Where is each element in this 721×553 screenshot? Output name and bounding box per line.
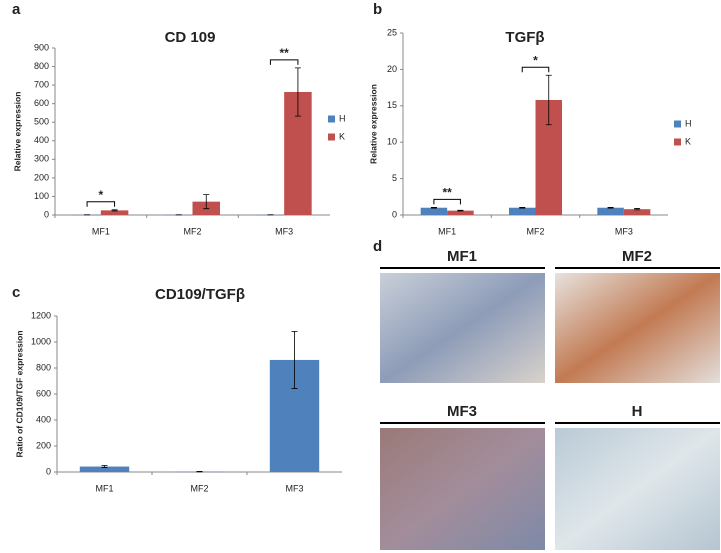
image-label: H	[632, 403, 643, 420]
x-tick-label: MF2	[527, 226, 545, 236]
significance-label: **	[442, 186, 452, 200]
legend-label: K	[339, 131, 345, 141]
significance-label: **	[279, 46, 289, 60]
panel-letter: a	[12, 1, 21, 18]
image-label: MF2	[622, 248, 652, 265]
y-tick-label: 1000	[31, 336, 51, 346]
y-tick-label: 200	[36, 440, 51, 450]
y-axis-label: Relative expression	[368, 84, 378, 164]
legend-swatch	[328, 115, 335, 123]
significance-bracket	[433, 198, 461, 205]
x-tick-label: MF3	[286, 483, 304, 493]
bar	[509, 207, 536, 215]
x-tick-label: MF1	[438, 226, 456, 236]
y-tick-label: 800	[34, 61, 49, 71]
legend-label: K	[685, 136, 691, 146]
chart-title: TGFβ	[505, 29, 544, 46]
bar	[79, 466, 130, 472]
y-tick-label: 0	[44, 209, 49, 219]
error-bar	[519, 206, 526, 209]
micrograph	[380, 273, 545, 383]
x-tick-label: MF1	[96, 483, 114, 493]
y-tick-label: 20	[387, 64, 397, 74]
y-tick-label: 100	[34, 191, 49, 201]
error-bar	[634, 208, 641, 211]
significance-bracket	[521, 66, 550, 73]
y-axis-label: Relative expression	[12, 92, 22, 172]
legend-swatch	[674, 138, 681, 146]
bar	[420, 207, 448, 215]
y-tick-label: 700	[34, 79, 49, 89]
error-bar	[196, 470, 203, 473]
image-panel: d MF1 MF2 MF3 H	[373, 238, 720, 550]
significance-bracket	[269, 59, 299, 65]
y-tick-label: 400	[36, 414, 51, 424]
bar	[100, 210, 129, 215]
panel-letter: b	[373, 1, 382, 18]
error-bar	[101, 465, 108, 468]
y-tick-label: 25	[387, 27, 397, 37]
significance-bracket	[86, 201, 116, 207]
chart-title: CD109/TGFβ	[155, 286, 245, 303]
bar	[623, 209, 651, 215]
y-tick-label: 1200	[31, 310, 51, 320]
image-label: MF1	[447, 248, 477, 265]
y-tick-label: 500	[34, 117, 49, 127]
y-tick-label: 0	[392, 209, 397, 219]
error-bar	[607, 206, 614, 209]
significance-label: *	[533, 53, 538, 67]
error-bar	[111, 209, 118, 212]
y-tick-label: 0	[46, 466, 51, 476]
error-bar	[294, 67, 301, 117]
bar	[597, 207, 624, 215]
y-tick-label: 800	[36, 362, 51, 372]
legend-swatch	[674, 120, 681, 128]
y-tick-label: 400	[34, 135, 49, 145]
significance-label: *	[98, 188, 103, 202]
y-tick-label: 600	[36, 388, 51, 398]
bar	[447, 210, 474, 215]
micrograph	[555, 428, 720, 550]
legend-label: H	[685, 118, 692, 128]
y-tick-label: 600	[34, 98, 49, 108]
image-label: MF3	[447, 403, 477, 420]
y-axis-label: Ratio of CD109/TGF expression	[14, 330, 24, 457]
x-tick-label: MF1	[92, 226, 110, 236]
y-tick-label: 300	[34, 154, 49, 164]
y-tick-label: 200	[34, 172, 49, 182]
x-tick-label: MF3	[615, 226, 633, 236]
legend-swatch	[328, 133, 335, 141]
x-tick-label: MF2	[184, 226, 202, 236]
y-tick-label: 5	[392, 173, 397, 183]
error-bar	[291, 330, 298, 389]
y-tick-label: 15	[387, 100, 397, 110]
error-bar	[457, 209, 464, 212]
y-tick-label: 900	[34, 42, 49, 52]
chart-title: CD 109	[165, 29, 216, 46]
micrograph	[555, 273, 720, 383]
error-bar	[545, 74, 552, 126]
error-bar	[430, 206, 437, 209]
error-bar	[203, 194, 210, 210]
panel-letter: c	[12, 284, 20, 301]
panel-letter: d	[373, 238, 382, 255]
legend-label: H	[339, 113, 346, 123]
x-tick-label: MF2	[191, 483, 209, 493]
micrograph	[380, 428, 545, 550]
x-tick-label: MF3	[275, 226, 293, 236]
y-tick-label: 10	[387, 137, 397, 147]
